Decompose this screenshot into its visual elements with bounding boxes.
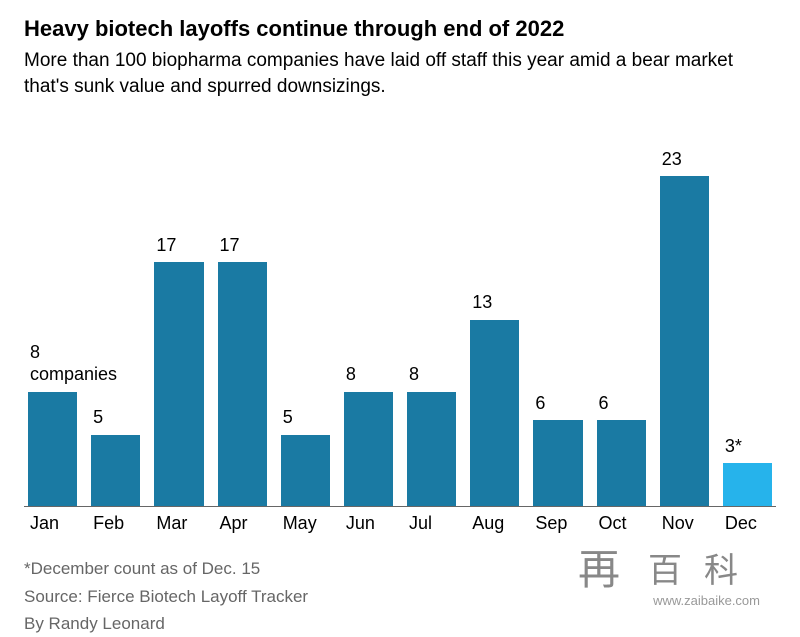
bar [154,262,203,506]
x-tick-label: Aug [470,513,519,534]
x-tick-label: Sep [533,513,582,534]
chart-subtitle: More than 100 biopharma companies have l… [24,48,776,99]
bar [344,392,393,507]
bar [597,420,646,506]
x-tick-label: Apr [218,513,267,534]
bar [218,262,267,506]
watermark: 再百科 www.zaibaike.com [578,534,760,608]
x-tick-label: Jun [344,513,393,534]
x-tick-label: Feb [91,513,140,534]
bar-value-label: 5 [281,407,330,429]
bar-slot: 5 [91,117,140,506]
bar [470,320,519,507]
bar-value-label: 17 [154,235,203,257]
x-tick-label: May [281,513,330,534]
bar-value-label: 8 [407,364,456,386]
bar [28,392,77,507]
bar-slot: 13 [470,117,519,506]
bar [660,176,709,506]
bar [407,392,456,507]
chart-title: Heavy biotech layoffs continue through e… [24,16,776,42]
bar-value-label: 13 [470,292,519,314]
bar-slot: 6 [597,117,646,506]
footnote-byline: By Randy Leonard [24,611,776,637]
bar-value-label: 8 [344,364,393,386]
watermark-text: 百科 [648,553,760,590]
bar-slot: 8 [344,117,393,506]
x-tick-label: Mar [154,513,203,534]
bar [281,435,330,507]
bar-slot: 6 [533,117,582,506]
x-axis: Jan Feb Mar Apr May Jun Jul Aug Sep Oct Nov Dec [24,507,776,534]
x-tick-label: Jul [407,513,456,534]
bar-value-label: 17 [218,235,267,257]
chart-plot-area: 8 companies517175881366233* [24,117,776,507]
bar [533,420,582,506]
bar-value-label: 5 [91,407,140,429]
bar-value-label: 23 [660,149,709,171]
bar-slot: 23 [660,117,709,506]
x-tick-label: Dec [723,513,772,534]
bar [723,463,772,506]
bar-slot: 3* [723,117,772,506]
x-tick-label: Jan [28,513,77,534]
bar [91,435,140,507]
bar-slot: 8 companies [28,117,77,506]
bar-slot: 8 [407,117,456,506]
bar-value-label: 6 [533,393,582,415]
bar-slot: 17 [154,117,203,506]
bar-slot: 17 [218,117,267,506]
x-tick-label: Oct [597,513,646,534]
bar-value-label: 6 [597,393,646,415]
x-tick-label: Nov [660,513,709,534]
bar-slot: 5 [281,117,330,506]
watermark-logo: 再 [578,536,620,597]
bar-value-label: 8 companies [28,342,77,385]
bar-value-label: 3* [723,436,772,458]
